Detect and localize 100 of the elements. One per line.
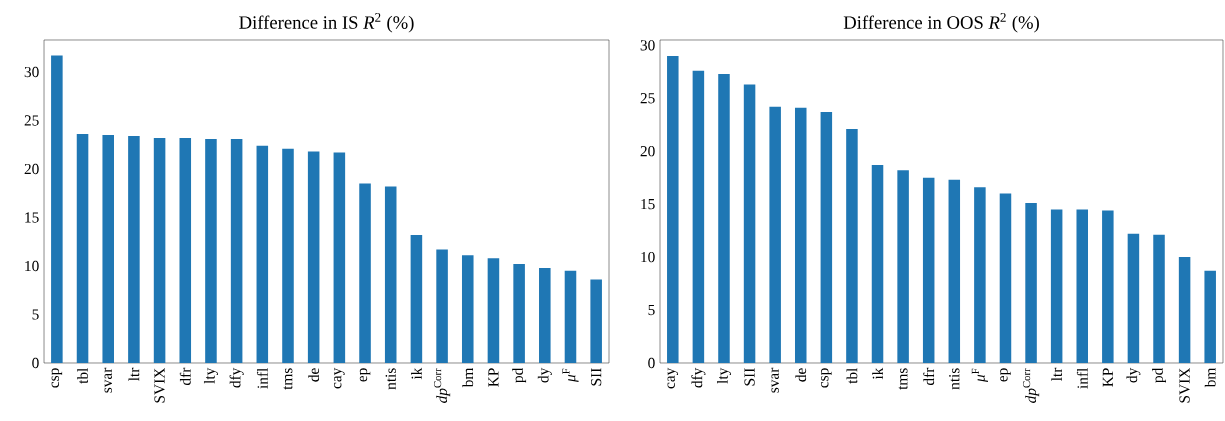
bar — [539, 267, 551, 363]
bar — [922, 177, 935, 363]
x-tick-label: pd — [1152, 367, 1166, 383]
y-tick-label: 5 — [32, 309, 39, 320]
y-tick-label: 15 — [25, 212, 39, 223]
bar — [820, 112, 833, 363]
x-tick-label: cay — [334, 367, 345, 389]
y-tick-label: 30 — [640, 40, 655, 51]
x-tick-label: SVIX — [154, 367, 165, 403]
chart-title: Difference in IS R$^{2}$ (%) — [239, 13, 414, 33]
y-tick-label: 5 — [648, 304, 655, 316]
x-tick-label: tbl — [846, 368, 858, 384]
bar — [846, 128, 858, 363]
bar — [179, 137, 192, 363]
x-tick-label: tms — [898, 368, 908, 390]
y-tick-label: 30 — [24, 66, 39, 78]
bar — [999, 193, 1012, 363]
bar — [1050, 209, 1063, 363]
chart-title: Difference in OOS R$^{2}$ (%) — [843, 13, 1039, 33]
bar — [153, 137, 166, 363]
bar — [564, 270, 577, 363]
x-tick-label: μ$^{F}$ — [971, 368, 988, 383]
bar — [718, 73, 730, 363]
bar — [256, 145, 269, 363]
x-tick-label: ltr — [1051, 367, 1063, 382]
y-tick-label: 10 — [25, 260, 39, 272]
x-tick-label: cay — [667, 367, 679, 389]
x-tick-label: bm — [1204, 367, 1216, 388]
bar — [307, 151, 320, 363]
x-tick-label: dfr — [923, 367, 935, 386]
x-tick-label: ep — [359, 368, 371, 382]
bar — [513, 264, 525, 363]
x-tick-label: ep — [1000, 368, 1011, 382]
bar — [692, 70, 705, 363]
bar — [794, 107, 807, 363]
x-tick-label: KP — [488, 368, 499, 387]
y-tick-label: 20 — [640, 146, 655, 157]
bar — [76, 134, 89, 363]
bar — [461, 255, 474, 363]
bar — [384, 186, 397, 363]
bar — [51, 55, 63, 363]
x-tick-label: ltr — [128, 367, 140, 382]
y-tick-label: 10 — [641, 251, 655, 263]
bar — [871, 164, 884, 363]
x-tick-label: μ$^{F}$ — [562, 368, 579, 383]
x-tick-label: dp$^{Corr}$ — [1022, 368, 1040, 403]
bar — [1025, 203, 1037, 363]
bar — [359, 183, 371, 363]
x-tick-label: SII — [591, 368, 602, 386]
bar — [1102, 210, 1114, 363]
bar — [743, 84, 756, 363]
x-tick-label: svar — [771, 367, 779, 393]
x-tick-label: dfy — [691, 367, 706, 388]
bar — [974, 187, 986, 363]
y-tick-label: 25 — [24, 115, 39, 126]
x-tick-label: ik — [872, 367, 883, 380]
bar — [769, 106, 781, 363]
bar — [436, 249, 448, 363]
x-tick-label: de — [795, 368, 807, 382]
x-tick-label: dfy — [229, 367, 244, 388]
bar — [1076, 209, 1088, 363]
x-tick-label: csp — [51, 368, 63, 388]
bar — [948, 179, 961, 363]
bar — [410, 234, 423, 363]
x-tick-label: SII — [744, 368, 755, 386]
x-tick-label: tms — [283, 368, 293, 390]
y-tick-label: 25 — [640, 93, 655, 104]
x-tick-label: svar — [104, 367, 112, 393]
x-tick-label: infl — [256, 368, 268, 389]
x-tick-label: dp$^{Corr}$ — [433, 368, 451, 403]
y-tick-label: 0 — [32, 357, 39, 369]
bar — [102, 135, 114, 363]
bar — [282, 148, 294, 363]
bar — [230, 138, 243, 363]
bar — [897, 170, 909, 363]
bar — [205, 138, 217, 363]
x-tick-label: infl — [1076, 368, 1088, 389]
bar — [667, 55, 679, 363]
x-tick-label: dy — [1126, 367, 1141, 383]
x-tick-label: bm — [462, 367, 474, 388]
x-tick-label: ntis — [949, 368, 960, 390]
x-tick-label: SVIX — [1179, 367, 1190, 403]
x-tick-label: dfr — [179, 367, 191, 386]
y-tick-label: 0 — [648, 357, 655, 369]
bar — [1178, 257, 1191, 363]
x-tick-label: de — [308, 368, 320, 382]
x-tick-label: dy — [537, 367, 552, 383]
bar — [1127, 233, 1140, 363]
y-tick-label: 20 — [24, 163, 39, 175]
bar — [1153, 234, 1165, 363]
x-tick-label: lty — [203, 367, 218, 384]
x-tick-label: tbl — [77, 368, 88, 384]
bar — [1204, 270, 1216, 363]
bar — [487, 258, 500, 363]
x-tick-label: ntis — [385, 368, 396, 390]
x-tick-label: pd — [512, 367, 527, 383]
x-tick-label: csp — [821, 368, 832, 388]
y-tick-label: 15 — [641, 199, 655, 210]
bar — [590, 279, 602, 363]
bar — [128, 136, 140, 363]
